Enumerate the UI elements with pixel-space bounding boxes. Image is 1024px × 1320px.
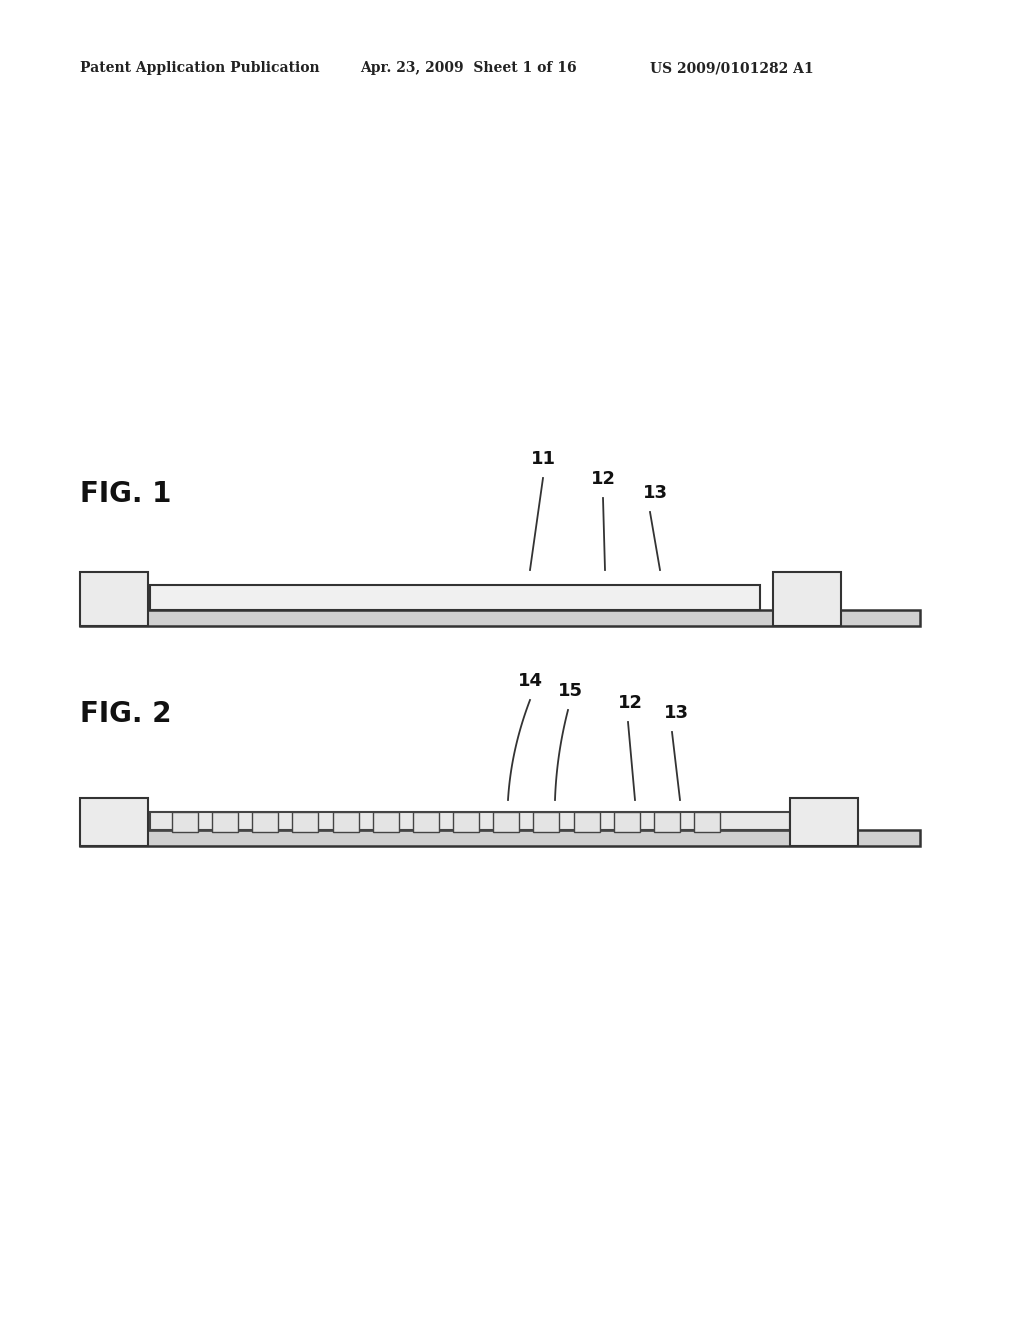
Bar <box>373 812 398 832</box>
Bar <box>534 812 559 832</box>
Bar <box>333 812 358 832</box>
Text: 12: 12 <box>591 470 615 488</box>
Bar <box>172 812 198 832</box>
Text: 14: 14 <box>517 672 543 690</box>
Text: Apr. 23, 2009  Sheet 1 of 16: Apr. 23, 2009 Sheet 1 of 16 <box>360 61 577 75</box>
Text: US 2009/0101282 A1: US 2009/0101282 A1 <box>650 61 814 75</box>
Bar <box>413 812 439 832</box>
Bar <box>150 585 760 610</box>
Bar <box>150 812 790 830</box>
Bar <box>494 812 519 832</box>
Text: FIG. 2: FIG. 2 <box>80 700 171 729</box>
Text: 13: 13 <box>664 704 688 722</box>
Bar <box>453 812 479 832</box>
Bar <box>80 610 920 626</box>
Bar <box>573 812 599 832</box>
Bar <box>252 812 279 832</box>
Text: 11: 11 <box>530 450 555 469</box>
Bar <box>790 799 858 846</box>
Bar <box>212 812 239 832</box>
Bar <box>773 572 841 626</box>
Text: FIG. 1: FIG. 1 <box>80 480 171 508</box>
Text: 12: 12 <box>617 694 642 711</box>
Text: 13: 13 <box>642 484 668 502</box>
Bar <box>293 812 318 832</box>
Bar <box>694 812 720 832</box>
Bar <box>613 812 640 832</box>
Text: 15: 15 <box>557 682 583 700</box>
Bar <box>80 799 148 846</box>
Bar <box>80 572 148 626</box>
Bar <box>654 812 680 832</box>
Bar <box>80 830 920 846</box>
Text: Patent Application Publication: Patent Application Publication <box>80 61 319 75</box>
